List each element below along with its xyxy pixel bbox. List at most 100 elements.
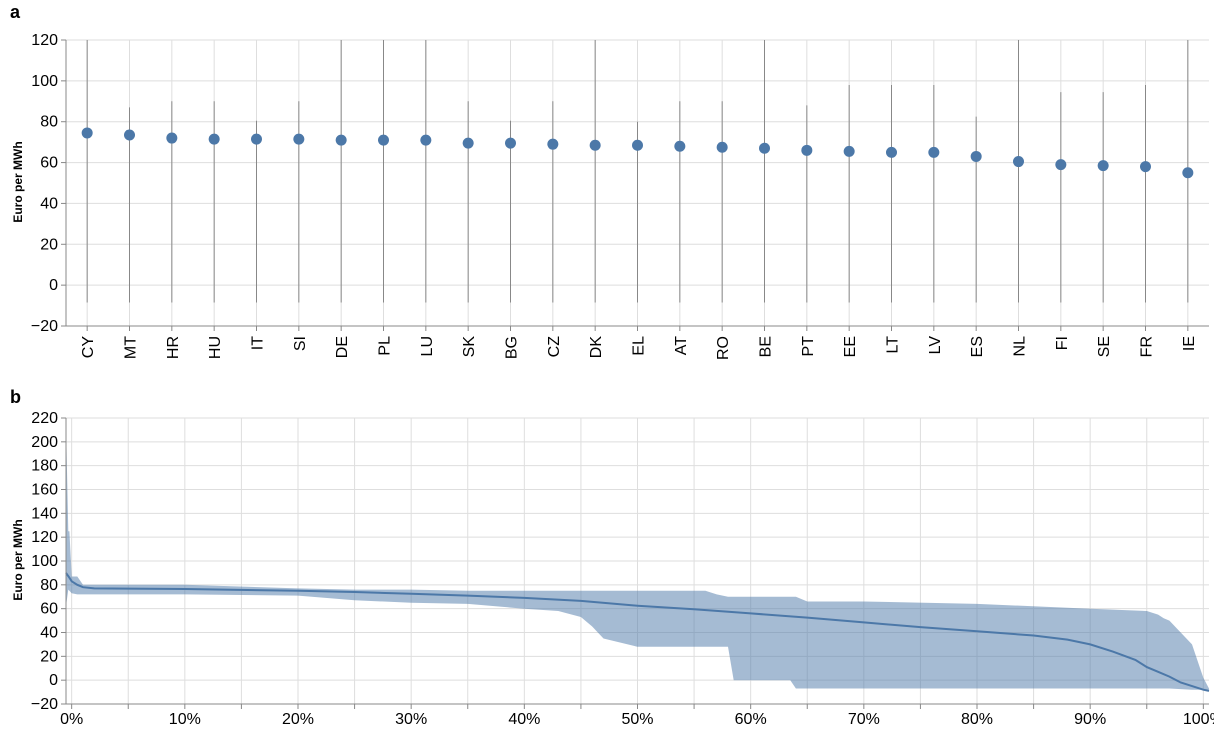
y-tick-label: 220 [31,410,58,427]
x-tick-label-se: SE [1096,336,1113,357]
point-hu [208,133,220,145]
x-tick-label-nl: NL [1012,336,1029,357]
point-cz [547,138,559,150]
x-tick-label-ro: RO [715,336,732,360]
point-fi [1055,159,1067,171]
y-tick-label: 100 [31,73,58,90]
point-be [759,142,770,154]
point-lt [886,146,897,158]
point-ie [1182,167,1194,179]
x-tick-label-dk: DK [588,336,605,359]
point-at [674,140,686,152]
x-tick-label-el: EL [631,336,648,356]
point-bg [505,137,516,149]
x-tick-label: 70% [848,711,880,728]
x-tick-label-es: ES [969,336,986,357]
panel-b-label: b [10,387,21,407]
panel-a-label: a [10,2,21,22]
point-lv [928,146,940,158]
panel-a-axes: 120 100 80 60 40 20 0 −20 CY MT HR HU IT SI DE PL LU SK BG… [31,32,1209,360]
point-nl [1013,156,1024,168]
panel-b-y-axis-title: Euro per MWh [11,519,25,600]
point-dk [589,139,601,151]
panel-a-points [81,127,1194,179]
point-sk [462,137,474,149]
point-ro [716,141,728,153]
x-tick-label-cz: CZ [546,336,563,358]
x-tick-label: 20% [282,711,314,728]
x-tick-label-pt: PT [800,336,817,357]
x-tick-label-at: AT [673,336,690,355]
point-pl [378,134,389,146]
point-hr [166,132,178,144]
y-tick-label: 40 [40,625,58,642]
x-tick-label-lu: LU [419,336,436,356]
x-tick-label-sk: SK [461,336,478,358]
x-tick-label-it: IT [250,336,267,350]
y-tick-label: 120 [31,529,58,546]
point-el [632,139,643,151]
y-tick-label: 80 [40,114,58,131]
point-es [970,150,982,162]
x-tick-label-lv: LV [927,336,944,355]
x-tick-label: 100% [1183,711,1214,728]
x-tick-label-ie: IE [1181,336,1198,351]
x-tick-label-be: BE [758,336,775,357]
panel-b-line [65,572,1210,692]
y-tick-label: 40 [40,195,58,212]
x-tick-label-si: SI [292,336,309,351]
point-lu [420,134,432,146]
panel-b-band [66,424,1209,690]
x-tick-label-lt: LT [885,336,902,354]
x-tick-label-cy: CY [80,336,97,359]
y-tick-label: 180 [31,458,58,475]
y-tick-label: 20 [40,648,58,665]
y-tick-label: 0 [49,277,58,294]
x-tick-label-fi: FI [1054,336,1071,350]
point-si [293,133,305,145]
range-band [66,424,1209,690]
y-tick-label: 160 [31,482,58,499]
panel-a-y-axis-title: Euro per MWh [11,141,25,222]
y-tick-label: 60 [40,601,58,618]
point-ee [843,145,855,157]
panel-a-whiskers [86,40,1189,303]
x-tick-label-mt: MT [123,336,140,359]
point-mt [124,129,135,141]
point-it [251,133,262,145]
x-tick-label: 90% [1074,711,1106,728]
x-tick-label: 0% [60,711,83,728]
y-tick-label: 100 [31,553,58,570]
x-tick-label-hr: HR [165,336,182,359]
point-de [335,134,347,146]
x-tick-label-fr: FR [1139,336,1156,357]
panel-a: a 120 100 80 60 40 20 0 −20 CY MT HR HU IT SI DE PL LU SK… [10,2,1209,360]
x-tick-label: 40% [508,711,540,728]
x-tick-label: 30% [395,711,427,728]
x-tick-label: 80% [961,711,993,728]
point-fr [1140,161,1151,173]
y-tick-label: 0 [49,672,58,689]
y-tick-label: −20 [31,696,58,713]
point-se [1097,160,1109,172]
x-tick-label-hu: HU [207,336,224,359]
x-tick-label: 10% [169,711,201,728]
x-tick-label-bg: BG [504,336,521,359]
y-tick-label: 200 [31,434,58,451]
x-tick-label: 60% [735,711,767,728]
y-tick-label: 20 [40,236,58,253]
x-tick-label-ee: EE [842,336,859,357]
point-cy [81,127,93,139]
y-tick-label: 60 [40,155,58,172]
y-tick-label: 80 [40,577,58,594]
y-tick-label: 120 [31,32,58,49]
x-tick-label-pl: PL [377,336,394,356]
x-tick-label-de: DE [334,336,351,358]
y-tick-label: 140 [31,505,58,522]
median-line [65,572,1210,692]
x-tick-label: 50% [621,711,653,728]
